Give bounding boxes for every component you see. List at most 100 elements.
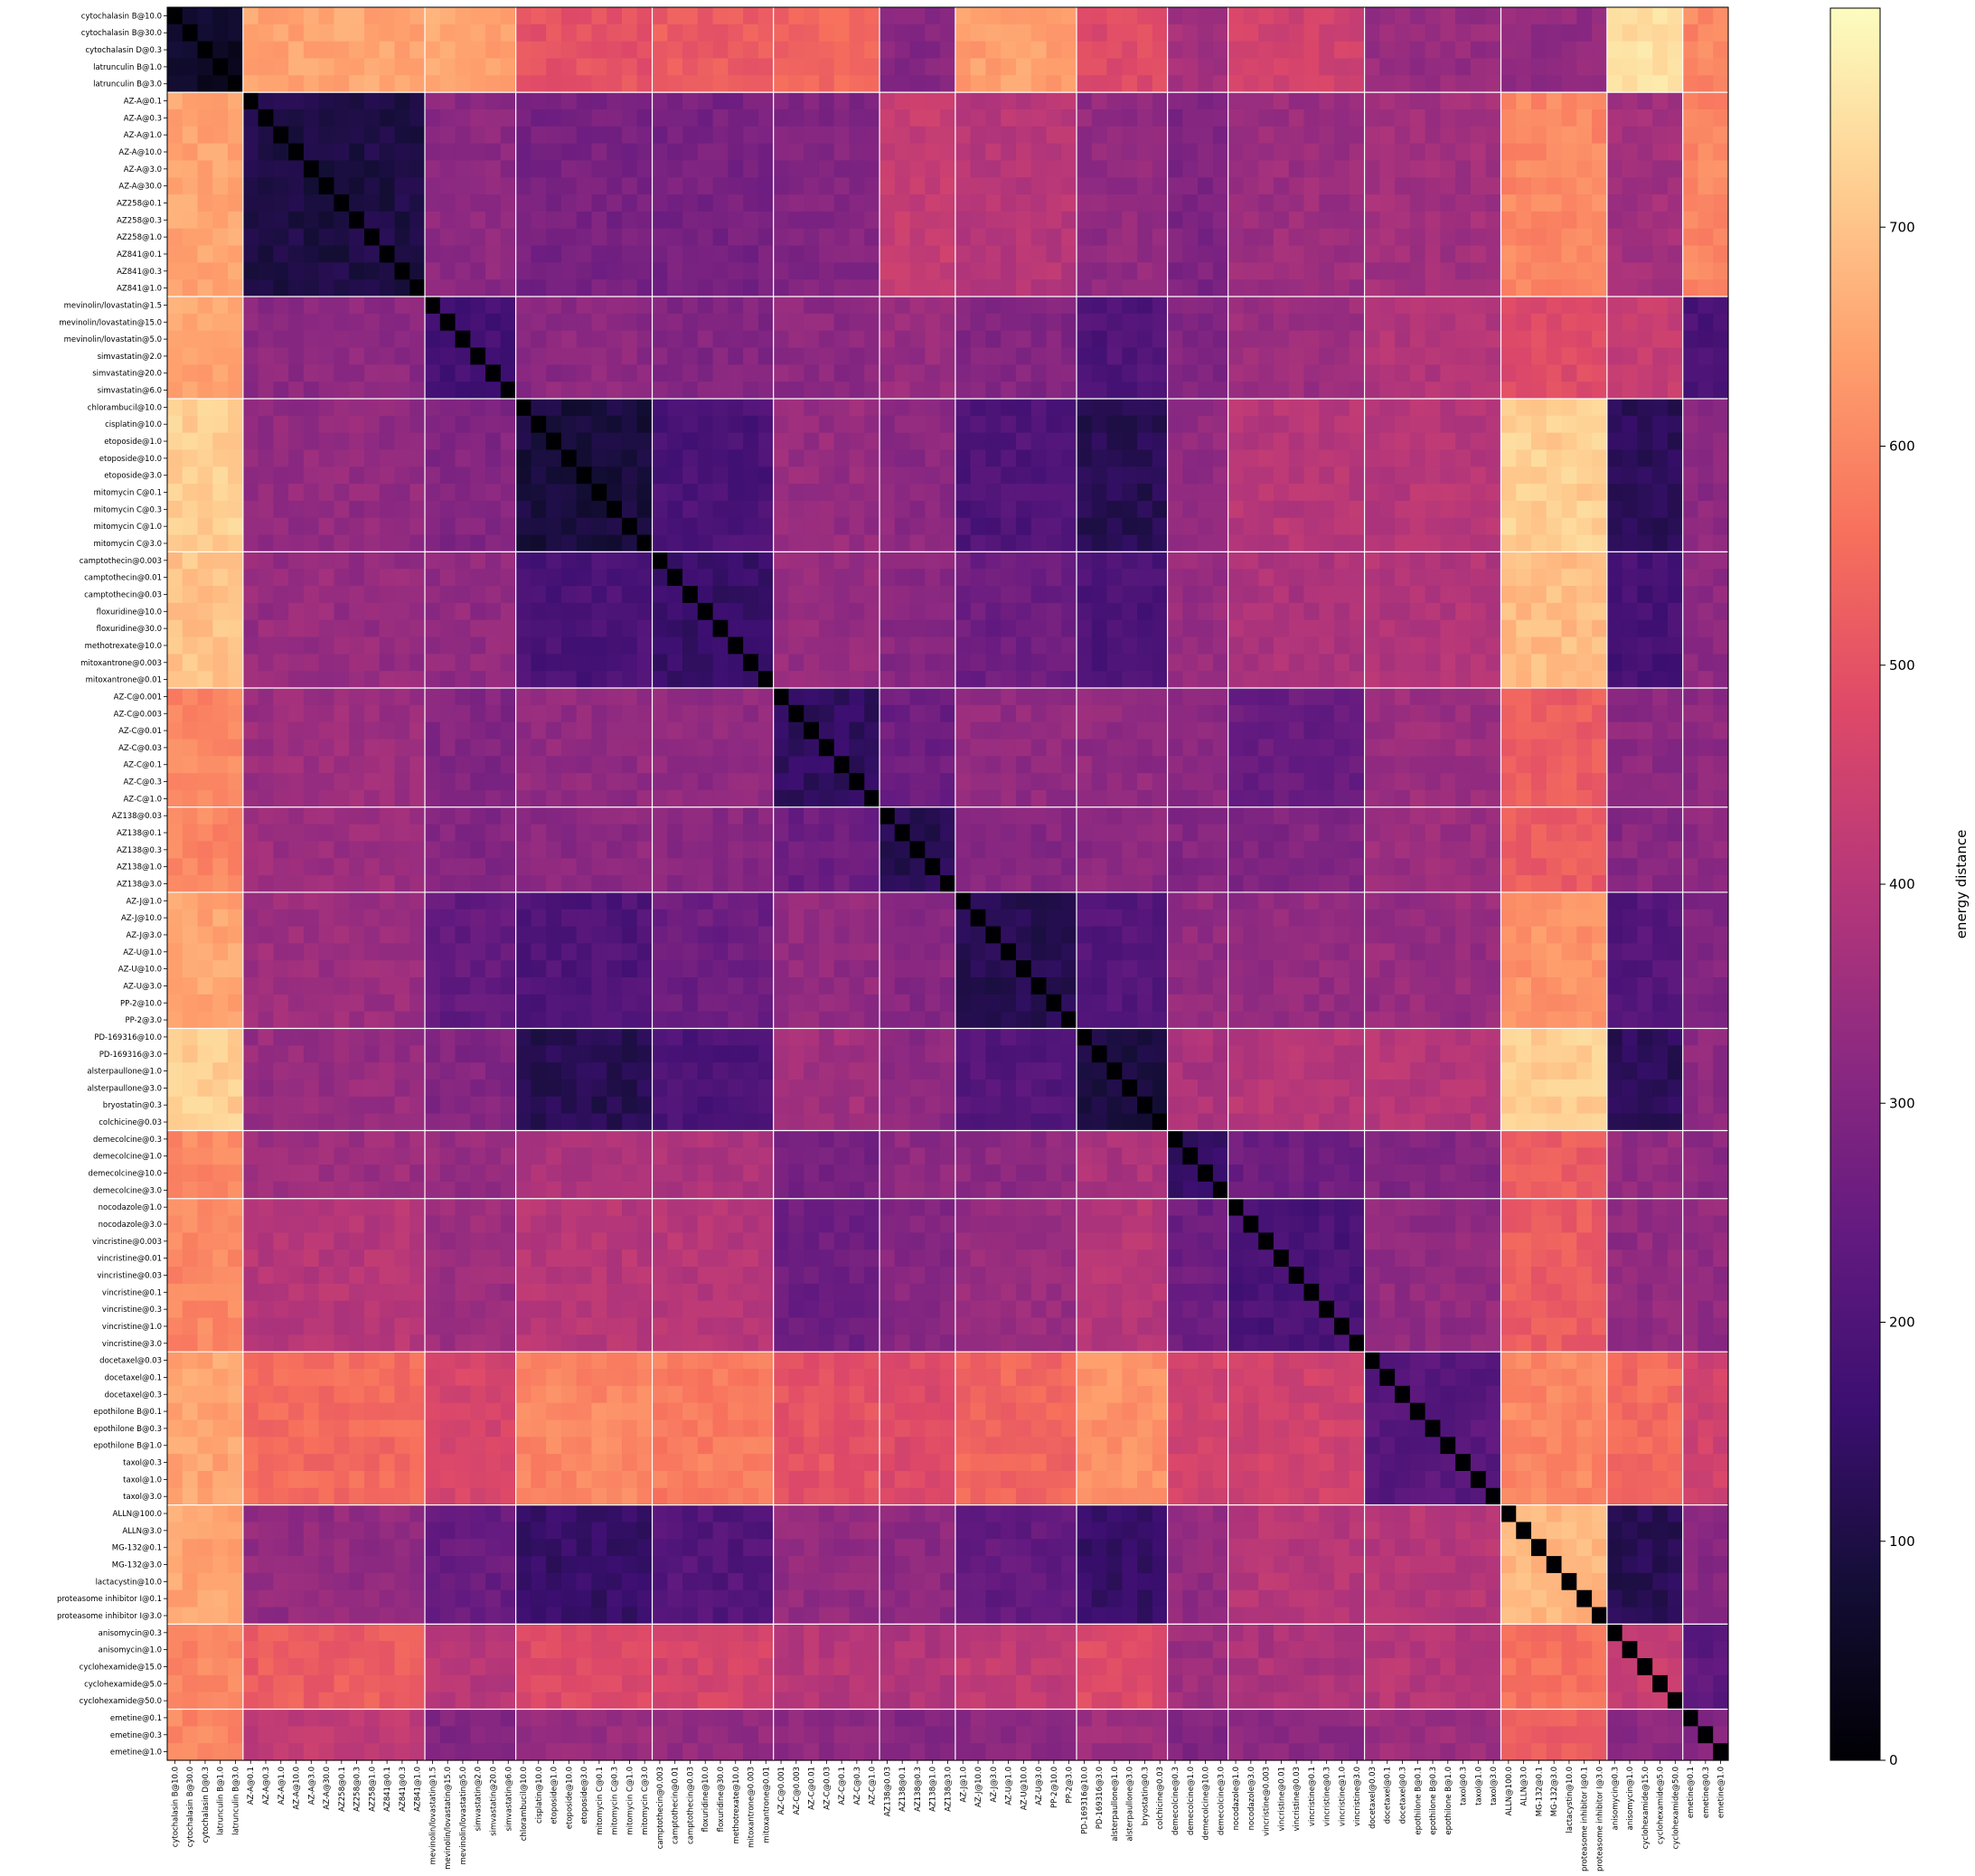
heatmap-cell (1258, 688, 1274, 706)
heatmap-cell (1395, 432, 1411, 451)
heatmap-cell (909, 432, 926, 451)
heatmap-cell (560, 415, 578, 434)
heatmap-cell (607, 534, 623, 553)
heatmap-cell (470, 671, 486, 689)
heatmap-cell (167, 432, 183, 451)
heatmap-cell (773, 245, 790, 263)
heatmap-cell (1258, 636, 1274, 655)
heatmap-cell (879, 364, 896, 382)
heatmap-cell (1061, 500, 1077, 519)
heatmap-cell (560, 517, 578, 536)
heatmap-cell (273, 279, 289, 297)
heatmap-cell (1046, 432, 1062, 451)
heatmap-cell (425, 297, 441, 315)
heatmap-cell (1015, 330, 1032, 349)
heatmap-cell (531, 551, 547, 570)
heatmap-cell (1561, 569, 1577, 587)
heatmap-cell (363, 586, 381, 604)
heatmap-cell (288, 211, 305, 230)
heatmap-cell (258, 739, 274, 757)
heatmap-cell (849, 671, 865, 689)
heatmap-cell (1303, 636, 1320, 655)
heatmap-cell (1652, 484, 1669, 502)
heatmap-cell (546, 58, 562, 76)
heatmap-cell (1516, 773, 1532, 791)
heatmap-cell (546, 41, 562, 60)
heatmap-cell (1470, 7, 1487, 25)
heatmap-cell (394, 517, 410, 536)
heatmap-cell (804, 330, 820, 349)
heatmap-cell (212, 194, 229, 212)
heatmap-cell (728, 534, 744, 553)
heatmap-cell (833, 688, 851, 706)
heatmap-cell (1182, 41, 1199, 60)
heatmap-cell (1106, 415, 1123, 434)
heatmap-cell (955, 824, 972, 843)
heatmap-cell (1137, 704, 1153, 723)
heatmap-cell (409, 297, 426, 315)
heatmap-cell (515, 586, 532, 604)
heatmap-cell (622, 75, 638, 93)
heatmap-cell (182, 297, 199, 315)
heatmap-cell (258, 688, 274, 706)
heatmap-cell (1319, 636, 1335, 655)
heatmap-cell (258, 108, 274, 127)
heatmap-cell (1425, 773, 1442, 791)
heatmap-cell (576, 721, 593, 740)
heatmap-cell (1030, 569, 1048, 587)
heatmap-cell (1576, 364, 1593, 382)
heatmap-cell (1122, 347, 1138, 365)
heatmap-cell (1319, 75, 1335, 93)
heatmap-cell (1682, 143, 1699, 162)
heatmap-cell (1046, 75, 1062, 93)
heatmap-cell (1167, 806, 1183, 825)
heatmap-cell (439, 194, 456, 212)
heatmap-cell (1030, 534, 1048, 553)
heatmap-cell (1667, 449, 1684, 467)
heatmap-cell (622, 279, 638, 297)
heatmap-cell (849, 382, 865, 400)
heatmap-cell (167, 364, 183, 382)
heatmap-cell (788, 382, 804, 400)
heatmap-cell (1303, 569, 1320, 587)
heatmap-cell (515, 773, 532, 791)
heatmap-cell (363, 24, 381, 42)
heatmap-cell (925, 279, 941, 297)
heatmap-cell (591, 721, 607, 740)
heatmap-cell (409, 58, 426, 76)
heatmap-cell (1152, 75, 1169, 93)
heatmap-cell (1592, 313, 1608, 332)
heatmap-cell (894, 569, 911, 587)
heatmap-cell (1576, 382, 1593, 400)
heatmap-cell (1243, 364, 1259, 382)
heatmap-cell (258, 211, 274, 230)
heatmap-cell (788, 602, 804, 621)
heatmap-cell (288, 364, 305, 382)
heatmap-cell (1303, 432, 1320, 451)
heatmap-cell (1106, 177, 1123, 195)
heatmap-cell (1652, 58, 1669, 76)
heatmap-cell (970, 415, 987, 434)
heatmap-cell (667, 313, 683, 332)
heatmap-cell (349, 654, 365, 672)
heatmap-cell (1061, 330, 1077, 349)
heatmap-cell (1046, 7, 1062, 25)
heatmap-cell (1561, 756, 1577, 774)
heatmap-cell (1652, 569, 1669, 587)
heatmap-cell (334, 551, 350, 570)
heatmap-cell (1364, 279, 1380, 297)
heatmap-cell (439, 330, 456, 349)
heatmap-cell (1046, 160, 1062, 178)
heatmap-cell (363, 806, 381, 825)
heatmap-cell (818, 177, 835, 195)
heatmap-cell (1303, 24, 1320, 42)
heatmap-cell (833, 806, 851, 825)
heatmap-cell (1592, 108, 1608, 127)
heatmap-cell (985, 228, 1002, 247)
heatmap-cell (258, 551, 274, 570)
heatmap-cell (409, 517, 426, 536)
heatmap-cell (1425, 92, 1442, 110)
heatmap-cell (1319, 484, 1335, 502)
heatmap-cell (258, 586, 274, 604)
heatmap-cell (636, 602, 654, 621)
